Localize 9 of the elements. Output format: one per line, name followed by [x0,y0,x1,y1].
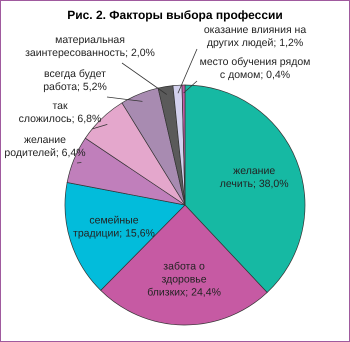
slice-label: семейные традиции; 15,6% [73,214,155,240]
slice-label: место обучения рядом с домом; 0,4% [200,56,310,81]
slice-label: всегда будет работа; 5,2% [43,68,107,93]
chart-title: Рис. 2. Факторы выбора профессии [67,8,283,22]
slice-label: забота о здоровье близких; 24,4% [147,260,221,298]
slice-label: оказание влияния на других людей; 1,2% [204,24,306,49]
slice-label: так сложилось; 6,8% [18,100,102,125]
slice-label: материальная заинтересованность; 2,0% [25,34,155,59]
slice-label: желание лечить; 38,0% [220,165,289,190]
